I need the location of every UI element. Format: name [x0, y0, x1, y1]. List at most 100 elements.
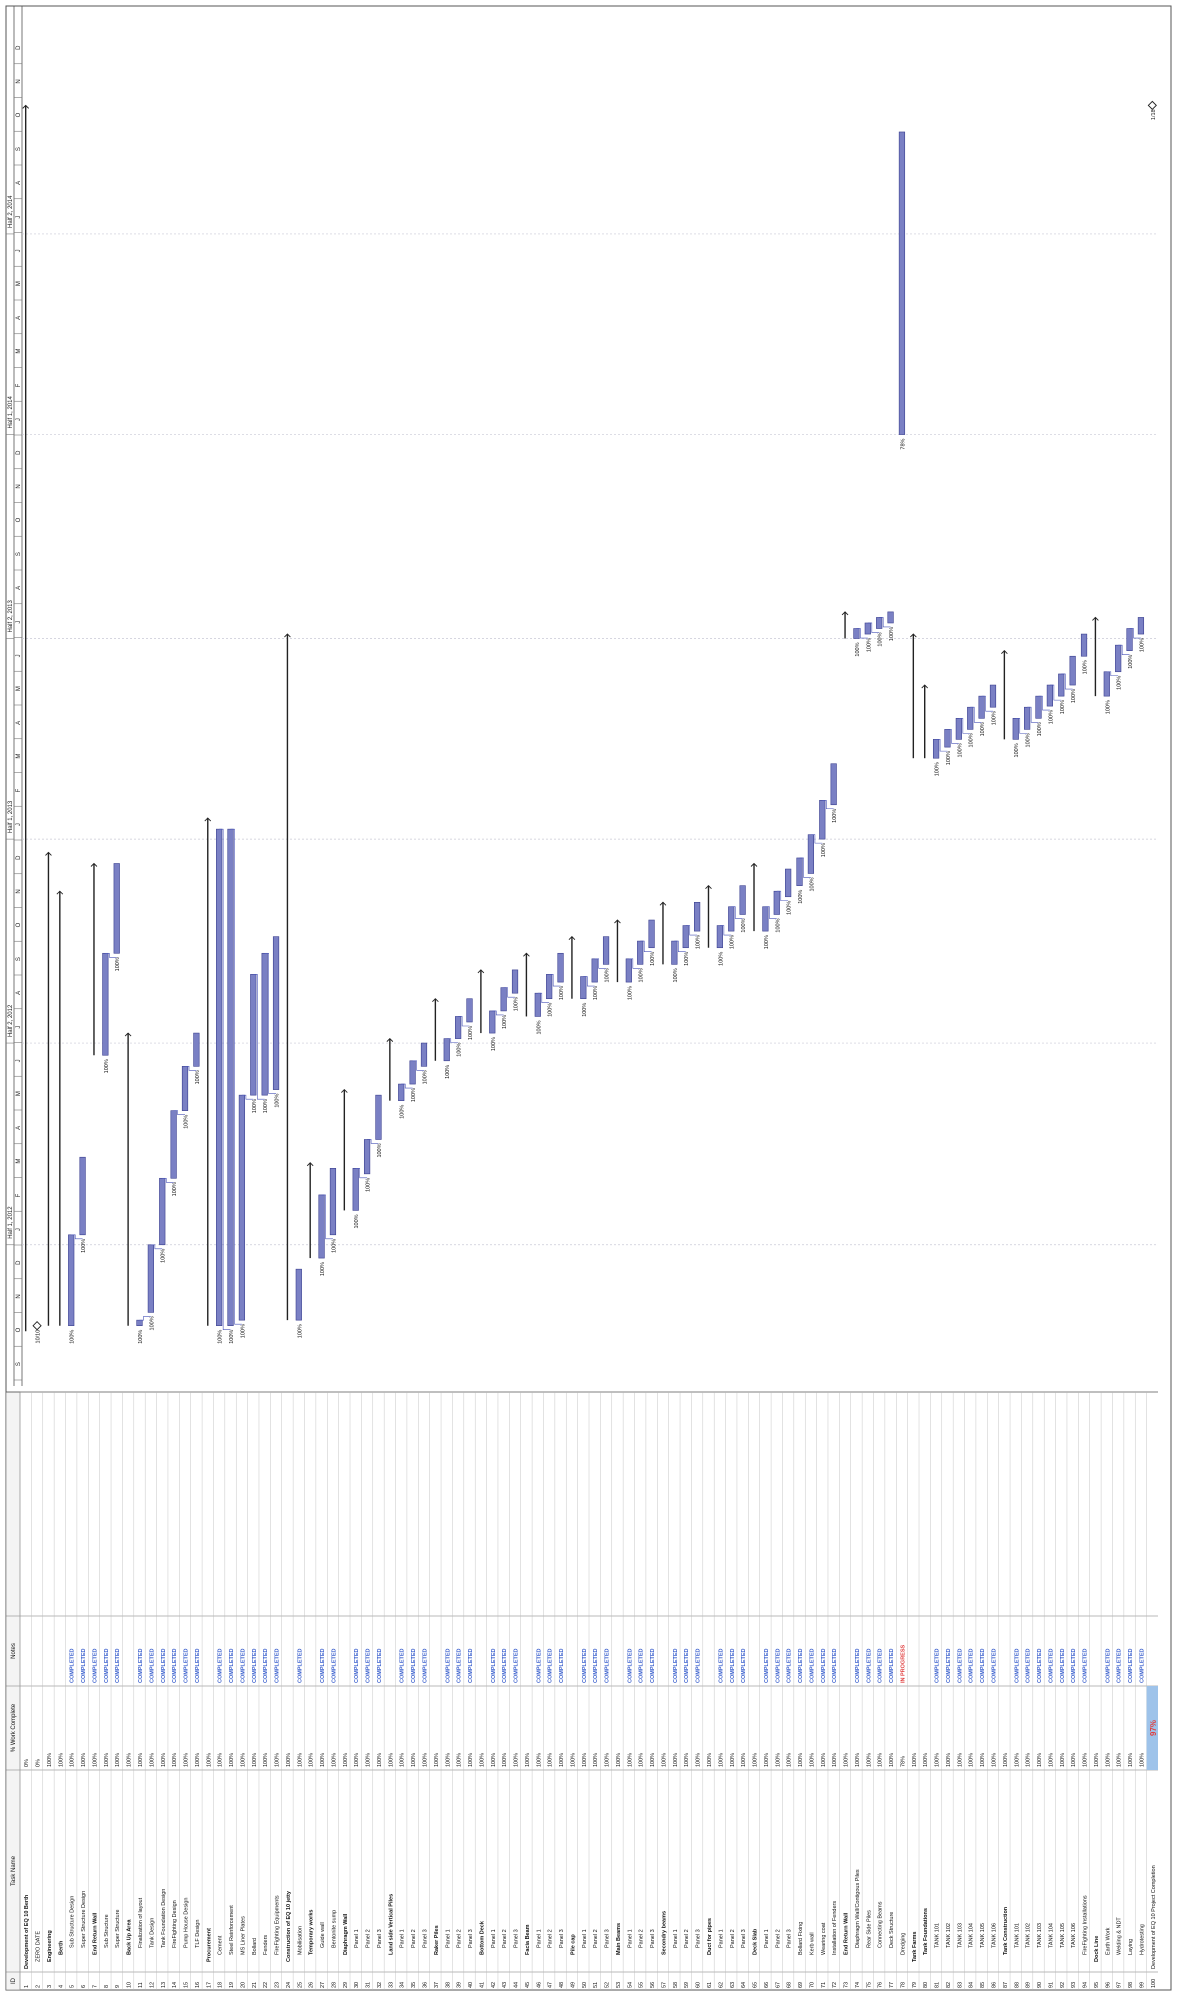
task-bar[interactable] — [193, 1032, 200, 1067]
half-label: Half 1, 2014 — [8, 396, 14, 429]
dependency-link — [719, 925, 732, 936]
task-name: FireFighting Installations — [1083, 1895, 1089, 1955]
task-bar[interactable] — [1012, 718, 1019, 740]
task-bar[interactable] — [694, 901, 701, 932]
task-bar[interactable] — [1126, 628, 1133, 651]
task-bar[interactable] — [648, 919, 655, 949]
milestone[interactable] — [1147, 100, 1157, 111]
task-bar[interactable] — [68, 1234, 75, 1326]
task-bar[interactable] — [1080, 633, 1088, 657]
task-bar[interactable] — [1069, 655, 1076, 686]
task-bar[interactable] — [511, 969, 519, 994]
task-bar[interactable] — [534, 992, 541, 1017]
task-bar[interactable] — [455, 1016, 462, 1039]
task-bar[interactable] — [170, 1110, 177, 1179]
task-bar[interactable] — [807, 834, 815, 874]
task-bar[interactable] — [375, 1094, 382, 1140]
task-bar[interactable] — [785, 868, 792, 898]
task-bar[interactable] — [546, 974, 553, 1000]
task-notes: COMPLETED — [878, 1648, 884, 1683]
task-bar[interactable] — [216, 828, 223, 1326]
task-bar[interactable] — [352, 1168, 359, 1211]
task-bar[interactable] — [1058, 673, 1065, 697]
half-label: Half 1, 2013 — [8, 800, 14, 833]
bar-label: 100% — [457, 1043, 463, 1057]
task-bar[interactable] — [261, 952, 268, 1096]
bar-label: 100% — [366, 1178, 372, 1192]
task-id: 25 — [297, 1982, 303, 1988]
task-bar[interactable] — [819, 800, 826, 840]
task-pct: 100% — [92, 1753, 98, 1767]
task-bar[interactable] — [420, 1042, 428, 1067]
task-bar[interactable] — [136, 1319, 143, 1326]
task-pct: 100% — [127, 1753, 133, 1767]
task-bar[interactable] — [671, 940, 678, 965]
task-bar[interactable] — [944, 729, 951, 748]
task-bar[interactable] — [625, 958, 632, 983]
task-bar[interactable] — [250, 974, 257, 1096]
task-bar[interactable] — [1103, 671, 1110, 697]
month-label: A — [16, 991, 22, 995]
task-bar[interactable] — [500, 987, 507, 1012]
task-bar[interactable] — [967, 706, 974, 730]
task-bar[interactable] — [1137, 617, 1145, 635]
task-bar[interactable] — [728, 906, 735, 932]
task-bar[interactable] — [295, 1268, 302, 1321]
task-bar[interactable] — [102, 952, 109, 1056]
task-bar[interactable] — [989, 684, 997, 708]
bar-label: 100% — [240, 1324, 246, 1338]
task-bar[interactable] — [898, 131, 906, 435]
task-bar[interactable] — [443, 1038, 450, 1062]
milestone[interactable] — [32, 1321, 42, 1331]
task-bar[interactable] — [79, 1156, 86, 1236]
task-bar[interactable] — [955, 718, 962, 740]
task-bar[interactable] — [466, 998, 473, 1023]
task-bar[interactable] — [363, 1139, 371, 1175]
task-bar[interactable] — [853, 628, 860, 639]
task-id: 89 — [1026, 1982, 1032, 1988]
task-bar[interactable] — [830, 763, 837, 806]
task-bar[interactable] — [602, 936, 610, 965]
task-bar[interactable] — [876, 617, 883, 629]
task-bar[interactable] — [227, 828, 234, 1326]
bar-label: 100% — [195, 1070, 201, 1084]
task-bar[interactable] — [409, 1060, 416, 1085]
task-bar[interactable] — [773, 890, 780, 915]
task-bar[interactable] — [932, 739, 940, 759]
task-bar[interactable] — [489, 1010, 496, 1034]
task-name: Back Up Area — [127, 1918, 133, 1955]
task-bar[interactable] — [159, 1177, 166, 1246]
task-bar[interactable] — [716, 925, 723, 949]
task-bar[interactable] — [864, 622, 871, 635]
task-bar[interactable] — [1046, 684, 1053, 707]
task-bar[interactable] — [637, 940, 644, 965]
task-bar[interactable] — [557, 952, 564, 983]
task-bar[interactable] — [762, 906, 769, 932]
task-bar[interactable] — [181, 1066, 189, 1111]
task-bar[interactable] — [739, 885, 746, 915]
task-bar[interactable] — [580, 976, 587, 1000]
task-id: 99 — [1139, 1982, 1145, 1988]
task-bar[interactable] — [272, 936, 280, 1090]
task-id: 69 — [798, 1982, 804, 1988]
task-id: 66 — [764, 1982, 770, 1988]
task-name: Temporary works — [309, 1910, 315, 1955]
task-notes: COMPLETED — [650, 1648, 656, 1683]
task-bar[interactable] — [113, 863, 120, 954]
task-bar[interactable] — [238, 1094, 246, 1321]
task-bar[interactable] — [682, 925, 689, 949]
task-bar[interactable] — [329, 1168, 337, 1236]
task-bar[interactable] — [591, 958, 598, 983]
task-id: 12 — [149, 1982, 155, 1988]
task-bar[interactable] — [887, 611, 894, 624]
task-bar[interactable] — [796, 857, 803, 886]
task-bar[interactable] — [978, 695, 985, 719]
task-bar[interactable] — [147, 1244, 154, 1313]
dependency-link — [1061, 673, 1073, 690]
task-bar[interactable] — [1024, 706, 1031, 730]
task-bar[interactable] — [1115, 644, 1122, 673]
task-bar[interactable] — [318, 1194, 325, 1259]
task-bar[interactable] — [398, 1083, 405, 1101]
task-notes: COMPLETED — [673, 1648, 679, 1683]
task-bar[interactable] — [1035, 695, 1042, 719]
